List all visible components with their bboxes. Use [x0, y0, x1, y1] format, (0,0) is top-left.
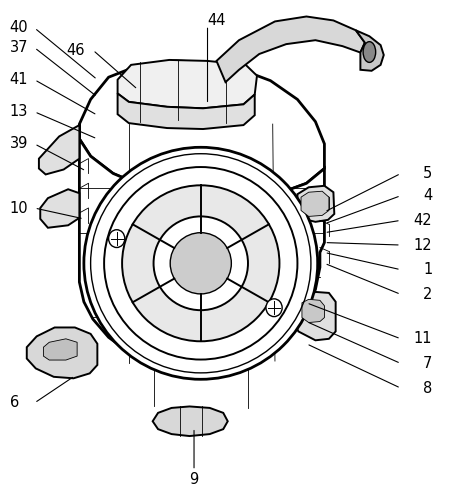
- Ellipse shape: [104, 167, 298, 359]
- Polygon shape: [152, 406, 228, 436]
- Text: 42: 42: [414, 213, 433, 228]
- Text: 37: 37: [9, 40, 28, 55]
- Polygon shape: [27, 328, 97, 378]
- Text: 12: 12: [414, 238, 433, 252]
- Ellipse shape: [170, 233, 231, 294]
- Ellipse shape: [153, 216, 248, 310]
- Ellipse shape: [84, 148, 318, 379]
- Text: 10: 10: [9, 200, 28, 215]
- Text: 9: 9: [189, 472, 198, 487]
- Text: 7: 7: [423, 356, 433, 371]
- Text: 4: 4: [423, 188, 433, 203]
- Polygon shape: [216, 16, 365, 82]
- Polygon shape: [39, 125, 79, 174]
- Text: 44: 44: [207, 13, 226, 28]
- Circle shape: [109, 230, 125, 248]
- Text: 5: 5: [423, 166, 433, 181]
- Polygon shape: [356, 30, 384, 71]
- Text: 2: 2: [423, 287, 433, 302]
- Polygon shape: [293, 292, 336, 340]
- Text: 1: 1: [423, 262, 433, 277]
- Polygon shape: [301, 191, 329, 216]
- Polygon shape: [302, 299, 324, 323]
- Text: 46: 46: [66, 43, 84, 57]
- Polygon shape: [118, 94, 255, 129]
- Polygon shape: [298, 186, 334, 222]
- Polygon shape: [79, 61, 324, 199]
- Polygon shape: [43, 339, 77, 360]
- Text: 6: 6: [9, 396, 19, 410]
- Text: 39: 39: [9, 136, 28, 151]
- Polygon shape: [79, 124, 324, 367]
- Circle shape: [266, 299, 282, 317]
- Ellipse shape: [122, 185, 280, 341]
- Ellipse shape: [363, 42, 376, 62]
- Text: 40: 40: [9, 20, 28, 35]
- Text: 11: 11: [414, 331, 433, 346]
- Text: 13: 13: [9, 104, 28, 119]
- Text: 41: 41: [9, 72, 28, 87]
- Polygon shape: [118, 60, 257, 108]
- Text: 8: 8: [423, 381, 433, 396]
- Polygon shape: [40, 189, 79, 228]
